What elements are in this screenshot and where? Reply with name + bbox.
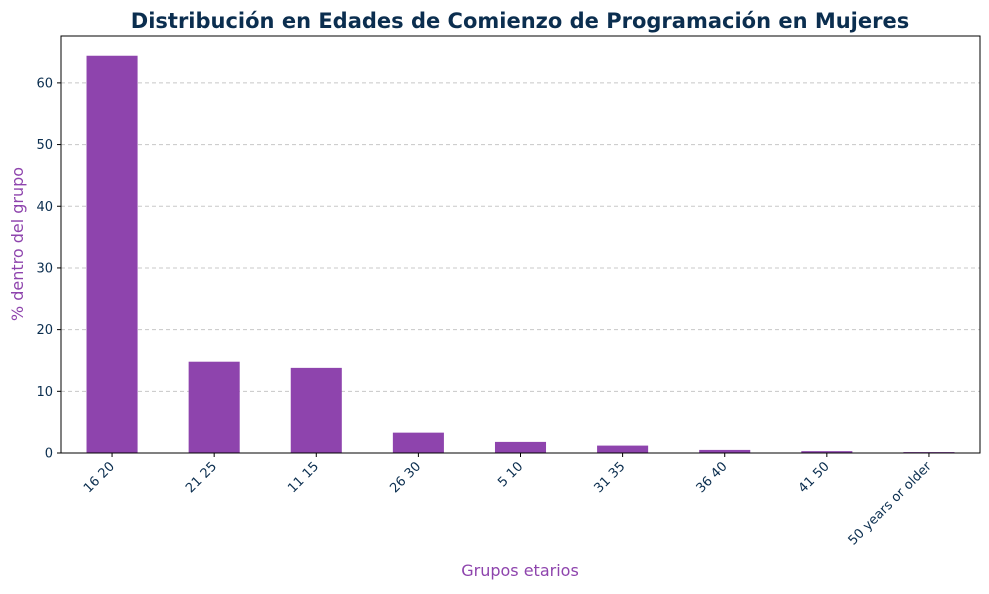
y-tick-label: 50 [36, 138, 53, 153]
y-axis-label: % dentro del grupo [8, 167, 27, 321]
grid-lines [61, 82, 980, 392]
x-tick-label: 26 30 [387, 459, 424, 496]
bar [494, 441, 547, 453]
bar [801, 451, 853, 453]
bar [597, 445, 649, 453]
y-tick-label: 10 [36, 385, 53, 400]
x-tick-label: 41 50 [796, 459, 833, 496]
x-axis-label: Grupos etarios [461, 561, 579, 580]
bars [86, 55, 955, 453]
x-tick-label: 11 15 [285, 459, 322, 496]
y-tick-label: 0 [45, 447, 53, 462]
x-tick-label: 16 20 [81, 459, 118, 496]
x-tick-label: 36 40 [694, 459, 731, 496]
y-tick-label: 30 [36, 261, 53, 276]
bar [392, 432, 444, 453]
y-axis-ticks: 0 10 20 30 40 50 60 [36, 76, 61, 462]
bar [699, 449, 751, 453]
chart-title: Distribución en Edades de Comienzo de Pr… [131, 9, 909, 33]
y-tick-label: 20 [36, 323, 53, 338]
bar [86, 55, 138, 453]
x-tick-label: 31 35 [592, 459, 629, 496]
x-axis-ticks: 16 20 21 25 11 15 26 30 5 10 31 35 36 40 41 50 5… [81, 453, 935, 548]
x-tick-label: 50 years or older [846, 459, 936, 549]
y-tick-label: 40 [36, 200, 53, 215]
bar [188, 361, 240, 453]
x-tick-label: 21 25 [183, 459, 220, 496]
bar [290, 367, 342, 453]
x-tick-label: 5 10 [495, 459, 526, 490]
y-tick-label: 60 [36, 76, 53, 91]
